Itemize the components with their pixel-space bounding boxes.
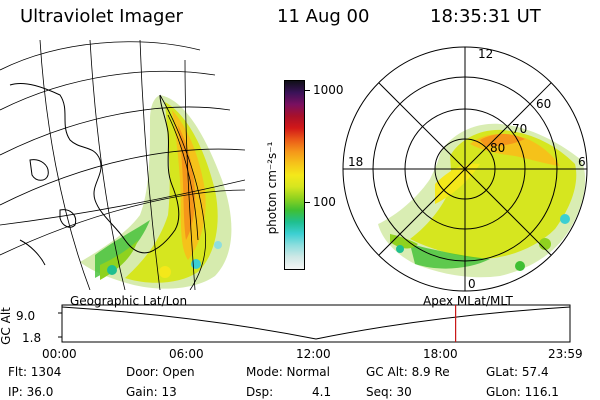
mlat-label-60: 60 (536, 97, 551, 111)
mlat-label-80: 80 (490, 141, 505, 155)
colorbar (284, 80, 305, 270)
geo-graticule (0, 40, 245, 290)
geo-aurora-image (80, 95, 232, 289)
altitude-curve (61, 306, 571, 340)
time-tick-2359: 23:59 (548, 347, 583, 361)
apex-polar-plot: 12 18 6 0 60 70 80 (342, 46, 588, 292)
geo-longitude: GLon: 116.1 (486, 385, 559, 399)
colorbar-tick-1000: 1000 (313, 83, 344, 97)
time-tick-1200: 12:00 (296, 347, 331, 361)
mlt-label-0: 0 (468, 277, 476, 291)
dsp-value: 4.1 (312, 385, 332, 399)
alt-tick-9: 9.0 (16, 309, 36, 323)
alt-tick-1-8: 1.8 (22, 331, 42, 345)
mlt-label-12: 12 (478, 47, 493, 61)
sequence-number: Seq: 30 (366, 385, 412, 399)
date-label: 11 Aug 00 (277, 6, 370, 27)
instrument-title: Ultraviolet Imager (20, 6, 183, 27)
geographic-map-panel (0, 40, 245, 290)
time-tick-1800: 18:00 (423, 347, 458, 361)
geo-panel-label: Geographic Lat/Lon (70, 294, 188, 308)
altitude-plot (58, 304, 571, 343)
flight-number: Flt: 1304 (8, 365, 62, 379)
ip-value: IP: 36.0 (8, 385, 54, 399)
geo-coastline (9, 82, 180, 266)
mlt-label-6: 6 (578, 155, 586, 169)
colorbar-ticks (305, 202, 310, 203)
mode-value: Mode: Normal (246, 365, 330, 379)
colorbar-tick-100: 100 (313, 195, 336, 209)
mlt-label-18: 18 (348, 155, 363, 169)
dsp-label: Dsp: (246, 385, 274, 399)
alt-axis-label: GC Alt (0, 307, 13, 345)
colorbar-unit-label: photon cm⁻²s⁻¹ (265, 141, 279, 235)
geo-latitude: GLat: 57.4 (486, 365, 549, 379)
mlat-label-70: 70 (512, 122, 527, 136)
gain-value: Gain: 13 (126, 385, 177, 399)
door-status: Door: Open (126, 365, 195, 379)
apex-panel-label: Apex MLat/MLT (423, 294, 513, 308)
colorbar-gradient (285, 81, 304, 269)
gc-altitude: GC Alt: 8.9 Re (366, 365, 450, 379)
apex-aurora-image (378, 123, 586, 278)
colorbar-ticks (305, 90, 310, 91)
time-label: 18:35:31 UT (430, 6, 541, 27)
time-tick-0000: 00:00 (42, 347, 77, 361)
time-tick-0600: 06:00 (169, 347, 204, 361)
apex-grid (342, 46, 588, 292)
